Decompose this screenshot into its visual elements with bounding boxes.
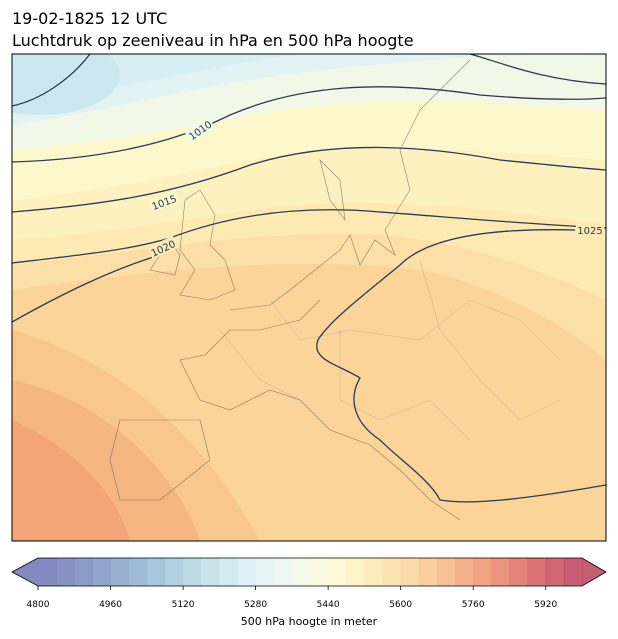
colorbar-segment <box>545 558 565 586</box>
colorbar-segment <box>74 558 93 586</box>
colorbar-segment <box>364 558 384 586</box>
colorbar-tick-label: 5280 <box>244 600 267 610</box>
colorbar-frame <box>11 557 607 587</box>
colorbar-segment <box>38 558 57 586</box>
date: 19-02-1825 12 UTC <box>12 9 167 28</box>
colorbar-tick-label: 4800 <box>27 600 50 610</box>
colorbar-segment <box>310 558 329 586</box>
colorbar-segment <box>436 558 456 586</box>
colorbar-segment <box>110 558 130 586</box>
colorbar-segment <box>146 558 166 586</box>
colorbar-segment <box>527 558 547 586</box>
colorbar-segment <box>382 558 402 586</box>
map-frame <box>11 53 607 542</box>
colorbar-segment <box>128 558 148 586</box>
colorbar-extend-low <box>12 558 38 586</box>
colorbar-segment <box>255 558 275 586</box>
colorbar-tick-label: 5120 <box>172 600 195 610</box>
colorbar-segment <box>291 558 311 586</box>
colorbar-segment <box>92 558 112 586</box>
colorbar-segment <box>563 558 583 586</box>
colorbar-segment <box>201 558 220 586</box>
colorbar-segment <box>183 558 202 586</box>
colorbar-tick-label: 5760 <box>462 600 485 610</box>
colorbar-segment <box>509 558 529 586</box>
title: Luchtdruk op zeeniveau in hPa en 500 hPa… <box>12 31 414 50</box>
isobar-label: 1025 <box>577 226 602 237</box>
colorbar-segment <box>328 558 347 586</box>
colorbar-segment <box>56 558 75 586</box>
colorbar-segment <box>273 558 293 586</box>
colorbar-tick-label: 5440 <box>317 600 340 610</box>
colorbar-tick-label: 5600 <box>389 600 412 610</box>
colorbar-segment <box>219 558 238 586</box>
colorbar-segment <box>346 558 365 586</box>
colorbar-extend-high <box>582 558 606 586</box>
colorbar-segment <box>400 558 420 586</box>
colorbar-label: 500 hPa hoogte in meter <box>241 615 378 628</box>
colorbar-tick-label: 5920 <box>534 600 557 610</box>
colorbar-tick-label: 4960 <box>99 600 122 610</box>
colorbar-segment <box>164 558 184 586</box>
colorbar-segment <box>455 558 474 586</box>
colorbar-segment <box>473 558 492 586</box>
colorbar-segment <box>237 558 257 586</box>
map <box>12 54 606 541</box>
colorbar-segment <box>491 558 510 586</box>
colorbar-segment <box>418 558 438 586</box>
